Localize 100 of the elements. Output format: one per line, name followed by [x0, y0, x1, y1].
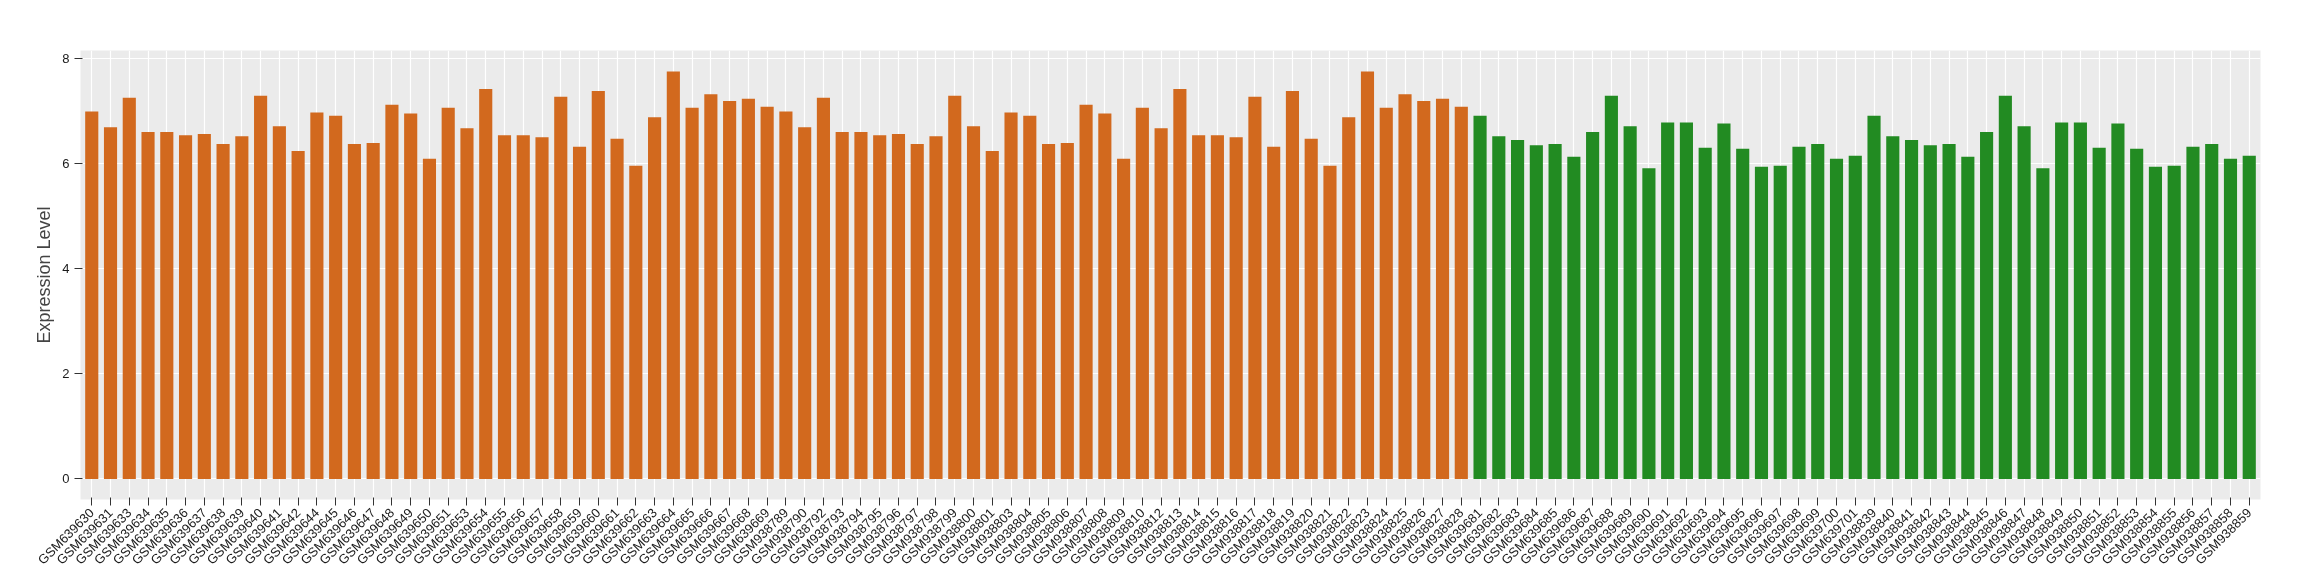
bar — [1511, 139, 1525, 479]
bar — [235, 136, 249, 479]
bar — [2036, 168, 2050, 479]
bar — [160, 131, 174, 479]
bar — [1717, 123, 1731, 479]
bar — [441, 107, 455, 479]
bar — [1342, 117, 1356, 479]
bar — [1360, 71, 1375, 479]
bar — [1023, 115, 1037, 479]
bar — [2073, 122, 2087, 479]
bar — [1323, 165, 1337, 479]
bar — [1398, 94, 1412, 479]
bar — [1192, 135, 1206, 479]
bar — [1435, 98, 1450, 479]
bar — [1980, 131, 1994, 479]
bar — [103, 127, 118, 479]
bar — [1642, 168, 1656, 479]
bar — [2242, 155, 2256, 479]
y-tick-label: 4 — [62, 261, 70, 277]
y-tick-label: 2 — [62, 366, 70, 382]
bar — [1942, 144, 1956, 479]
bar — [1623, 126, 1637, 479]
bar — [2055, 122, 2069, 479]
bar — [254, 95, 268, 479]
bar — [1923, 145, 1937, 479]
bar — [404, 113, 418, 479]
bar — [272, 126, 286, 479]
bar — [422, 158, 437, 479]
bar — [1304, 138, 1318, 479]
bar — [178, 135, 193, 479]
bar — [723, 100, 737, 479]
bar — [891, 134, 906, 479]
bar — [572, 146, 587, 479]
bar — [666, 71, 680, 479]
bar — [2186, 146, 2200, 479]
bar — [1604, 95, 1618, 479]
bar — [1098, 113, 1112, 479]
bar — [1117, 158, 1131, 479]
bar — [1548, 144, 1562, 479]
bar — [385, 104, 399, 479]
bar — [985, 150, 999, 479]
bar — [1886, 136, 1900, 479]
bar — [1004, 112, 1018, 479]
bar — [85, 111, 99, 479]
bar — [460, 128, 474, 479]
bar — [535, 137, 549, 479]
bar — [1792, 146, 1806, 479]
bar — [1679, 122, 1693, 479]
bar — [291, 150, 305, 479]
bar — [329, 115, 343, 479]
bar — [610, 138, 624, 479]
bar — [1154, 128, 1168, 479]
bar — [873, 135, 887, 479]
bar — [910, 144, 924, 479]
bar — [591, 90, 605, 479]
bar — [1736, 148, 1750, 479]
bar — [704, 94, 718, 479]
bar — [1492, 136, 1506, 479]
bar — [1041, 144, 1056, 479]
bar — [1754, 166, 1769, 479]
bar — [554, 96, 568, 479]
bar — [2092, 147, 2106, 479]
y-tick-label: 8 — [62, 50, 70, 66]
y-tick-label: 6 — [62, 156, 70, 172]
y-tick-label: 0 — [62, 471, 70, 487]
bar — [1567, 156, 1581, 479]
bar — [141, 131, 155, 479]
bar — [2017, 126, 2031, 479]
bar — [1454, 106, 1468, 479]
bar — [854, 131, 868, 479]
bar — [648, 117, 662, 479]
bar — [1811, 144, 1825, 479]
bar — [1060, 143, 1074, 479]
bar — [122, 97, 136, 479]
bar — [497, 135, 512, 479]
bar — [1586, 131, 1600, 479]
bar — [1417, 100, 1431, 479]
bar — [347, 144, 361, 479]
bar — [2130, 148, 2144, 479]
bar — [1904, 139, 1919, 479]
bar — [1135, 107, 1149, 479]
bar — [1267, 146, 1281, 479]
bar — [197, 134, 211, 479]
bar — [2167, 165, 2181, 479]
bar — [966, 126, 981, 479]
bar — [1961, 156, 1975, 479]
bar — [1867, 115, 1881, 479]
bar — [1473, 115, 1487, 479]
bar — [816, 97, 830, 479]
bar — [798, 127, 812, 479]
bar — [516, 135, 530, 479]
bar — [629, 165, 643, 479]
bar — [835, 131, 849, 479]
bar — [479, 88, 493, 479]
bar — [1661, 122, 1675, 479]
bar — [216, 144, 230, 479]
bar — [1829, 158, 1844, 479]
bar — [1698, 147, 1712, 479]
bar — [1210, 135, 1224, 479]
bar — [1529, 145, 1543, 479]
